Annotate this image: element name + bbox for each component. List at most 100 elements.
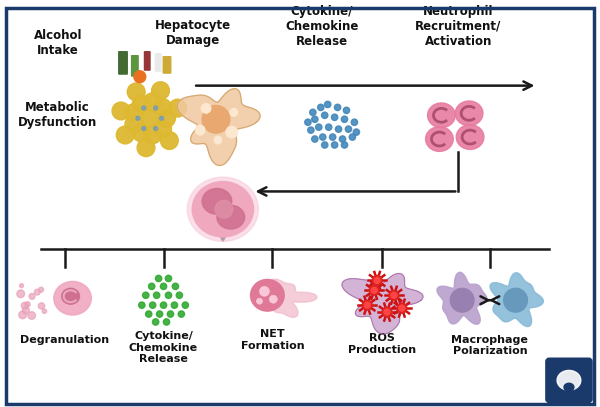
Circle shape (364, 302, 370, 308)
Circle shape (310, 109, 316, 116)
Circle shape (176, 292, 182, 298)
Circle shape (146, 311, 152, 317)
Circle shape (450, 288, 474, 312)
Circle shape (362, 300, 372, 310)
Circle shape (317, 104, 324, 111)
Circle shape (160, 302, 167, 309)
Circle shape (308, 127, 314, 133)
Circle shape (256, 298, 262, 304)
Circle shape (178, 311, 185, 317)
Polygon shape (437, 272, 487, 324)
Circle shape (160, 116, 164, 120)
Circle shape (195, 125, 205, 135)
Text: Degranulation: Degranulation (20, 335, 109, 345)
FancyBboxPatch shape (546, 359, 592, 402)
Circle shape (149, 302, 156, 309)
Polygon shape (178, 89, 260, 166)
FancyBboxPatch shape (163, 56, 172, 74)
Circle shape (22, 307, 29, 314)
Circle shape (163, 319, 170, 325)
Ellipse shape (456, 125, 484, 149)
Ellipse shape (217, 205, 245, 229)
Circle shape (335, 126, 342, 132)
Circle shape (125, 115, 143, 133)
Circle shape (316, 124, 322, 130)
Ellipse shape (54, 281, 91, 315)
Ellipse shape (187, 177, 259, 241)
Circle shape (391, 292, 397, 298)
Circle shape (349, 134, 356, 140)
Circle shape (384, 309, 390, 315)
Circle shape (372, 276, 382, 285)
Circle shape (154, 106, 158, 110)
Circle shape (19, 311, 26, 319)
Circle shape (42, 309, 47, 313)
Circle shape (259, 287, 269, 296)
Circle shape (133, 124, 150, 142)
Ellipse shape (557, 370, 581, 390)
Circle shape (329, 134, 336, 140)
Circle shape (269, 295, 277, 303)
Text: Cytokine/
Chemokine
Release: Cytokine/ Chemokine Release (129, 331, 198, 364)
Circle shape (343, 107, 350, 114)
Circle shape (141, 109, 158, 127)
Ellipse shape (455, 101, 483, 126)
Circle shape (29, 293, 35, 299)
Circle shape (214, 136, 222, 144)
Ellipse shape (564, 383, 574, 391)
Circle shape (340, 136, 346, 142)
Ellipse shape (428, 103, 455, 128)
Circle shape (134, 71, 146, 83)
Circle shape (331, 114, 338, 120)
Circle shape (125, 104, 143, 121)
Circle shape (152, 319, 159, 325)
Ellipse shape (215, 200, 233, 218)
Circle shape (382, 307, 392, 317)
Ellipse shape (192, 182, 254, 237)
FancyBboxPatch shape (131, 55, 139, 77)
Text: Metabolic
Dysfunction: Metabolic Dysfunction (18, 101, 97, 129)
Ellipse shape (425, 127, 453, 151)
Text: Alcohol
Intake: Alcohol Intake (34, 29, 82, 57)
Circle shape (154, 127, 158, 131)
Circle shape (172, 283, 179, 289)
Polygon shape (342, 274, 423, 334)
Circle shape (144, 93, 161, 111)
Circle shape (202, 105, 230, 133)
Circle shape (160, 131, 178, 149)
Circle shape (17, 290, 25, 298)
Circle shape (34, 289, 40, 295)
Circle shape (311, 136, 318, 142)
Circle shape (305, 119, 311, 125)
Ellipse shape (202, 188, 232, 214)
Circle shape (144, 126, 161, 144)
Circle shape (142, 127, 146, 131)
Circle shape (127, 83, 145, 101)
Circle shape (169, 99, 187, 117)
Circle shape (201, 103, 211, 113)
Ellipse shape (251, 280, 284, 311)
Circle shape (371, 287, 377, 293)
Circle shape (139, 302, 145, 309)
Circle shape (320, 134, 326, 140)
Circle shape (334, 104, 341, 111)
Circle shape (143, 292, 149, 298)
Circle shape (230, 108, 238, 116)
Circle shape (226, 126, 238, 138)
Circle shape (322, 112, 328, 118)
Circle shape (136, 116, 140, 120)
Text: NET
Formation: NET Formation (241, 329, 304, 350)
Polygon shape (490, 273, 544, 326)
Circle shape (331, 142, 338, 148)
Circle shape (325, 101, 331, 107)
Text: Neutrophil
Recruitment/
Activation: Neutrophil Recruitment/ Activation (415, 5, 502, 48)
Circle shape (133, 95, 150, 113)
Circle shape (171, 302, 178, 309)
Circle shape (399, 305, 405, 311)
Circle shape (351, 119, 358, 125)
FancyBboxPatch shape (144, 51, 151, 71)
FancyBboxPatch shape (155, 53, 161, 72)
Circle shape (142, 106, 146, 110)
Circle shape (311, 116, 318, 123)
Circle shape (154, 98, 172, 116)
